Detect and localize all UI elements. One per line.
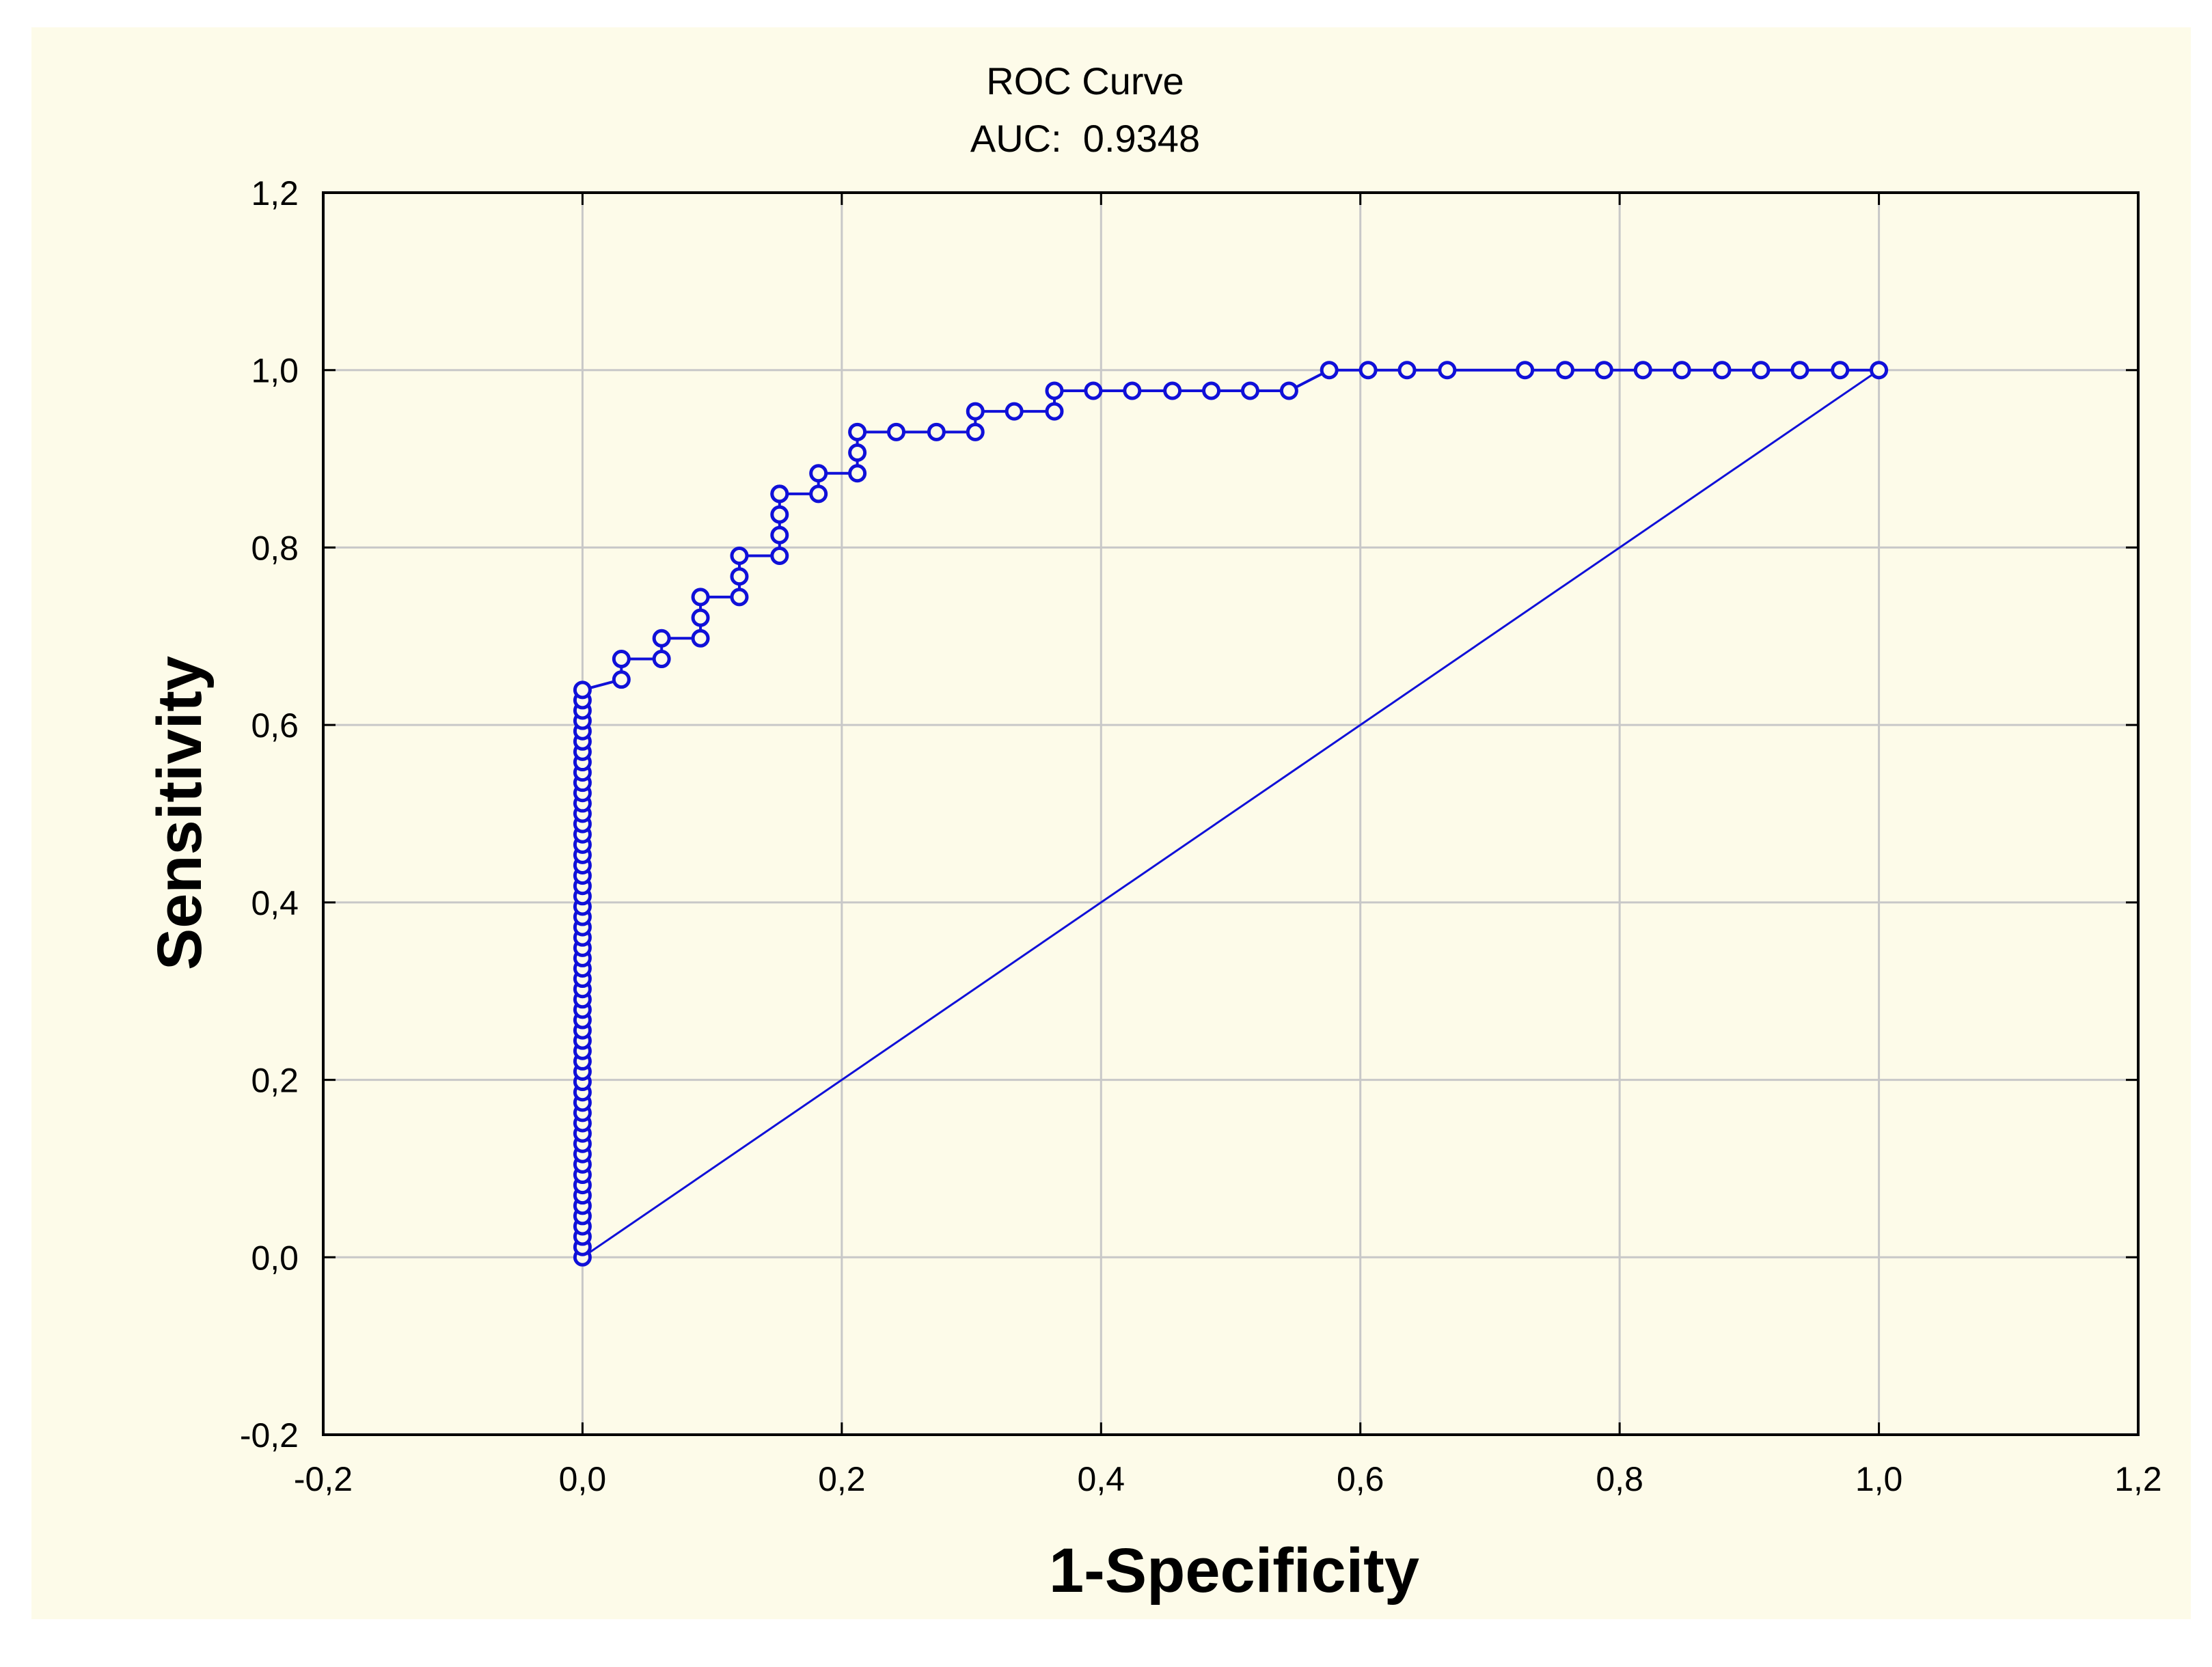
y-tick-label: 0,4	[251, 884, 299, 922]
roc-point	[652, 629, 671, 648]
roc-point	[1594, 361, 1613, 380]
chart-subtitle-auc: AUC: 0.9348	[970, 117, 1200, 160]
x-tick-label: 0,0	[559, 1460, 607, 1498]
x-tick-label: -0,2	[294, 1460, 353, 1498]
grid-layer	[323, 193, 2138, 1435]
roc-point	[848, 464, 867, 483]
roc-point	[1279, 381, 1298, 400]
y-axis-ticks: -0,2 0,0 0,2 0,4 0,6 0,8 1,0 1,2	[240, 174, 2138, 1455]
roc-point	[1240, 381, 1259, 400]
roc-point	[1045, 381, 1064, 400]
roc-point	[1870, 361, 1889, 380]
y-tick-label: 1,2	[251, 174, 299, 212]
roc-point	[691, 608, 710, 627]
roc-point	[730, 567, 749, 586]
roc-point	[691, 588, 710, 607]
roc-point	[1831, 361, 1850, 380]
roc-point	[573, 680, 592, 700]
roc-point	[1358, 361, 1378, 380]
x-tick-label: 0,2	[818, 1460, 866, 1498]
x-tick-label: 0,8	[1596, 1460, 1643, 1498]
roc-point	[1123, 381, 1142, 400]
roc-point	[612, 670, 631, 689]
chart-panel: -0,2 0,0 0,2 0,4 0,6 0,8 1,0 1,2 -0,2 0,0 0,2 0,4 0…	[31, 27, 2191, 1619]
y-tick-label: 0,2	[251, 1062, 299, 1100]
x-axis-ticks: -0,2 0,0 0,2 0,4 0,6 0,8 1,0 1,2	[294, 193, 2162, 1498]
roc-point	[1202, 381, 1221, 400]
x-tick-label: 1,2	[2114, 1460, 2162, 1498]
roc-point	[612, 650, 631, 669]
roc-point	[691, 629, 710, 648]
roc-point	[730, 547, 749, 566]
roc-point	[809, 464, 828, 483]
roc-point	[1516, 361, 1535, 380]
roc-point	[1790, 361, 1810, 380]
roc-point	[770, 505, 789, 524]
reference-diagonal-line	[582, 369, 1880, 1258]
roc-point	[1633, 361, 1652, 380]
roc-point	[887, 422, 906, 441]
roc-point	[1005, 402, 1024, 421]
x-axis-title: 1-Specificity	[1049, 1536, 1419, 1606]
roc-point	[927, 422, 946, 441]
roc-point	[1438, 361, 1457, 380]
roc-point	[966, 422, 985, 441]
y-tick-label: 1,0	[251, 352, 299, 390]
roc-point	[848, 422, 867, 441]
roc-point	[770, 547, 789, 566]
roc-point	[1084, 381, 1103, 400]
y-axis-title: Sensitivity	[145, 656, 215, 970]
chart-title: ROC Curve	[986, 59, 1184, 102]
roc-point	[1672, 361, 1691, 380]
roc-chart: -0,2 0,0 0,2 0,4 0,6 0,8 1,0 1,2 -0,2 0,0 0,2 0,4 0…	[145, 59, 2162, 1606]
plot-frame	[322, 191, 2140, 1436]
roc-point	[1320, 361, 1339, 380]
x-tick-label: 0,4	[1078, 1460, 1125, 1498]
roc-point	[770, 525, 789, 545]
roc-point	[1163, 381, 1182, 400]
y-tick-label: -0,2	[240, 1416, 299, 1455]
roc-point	[770, 484, 789, 504]
x-tick-label: 0,6	[1337, 1460, 1384, 1498]
roc-point	[848, 443, 867, 462]
roc-markers	[573, 361, 1889, 1267]
roc-point	[966, 402, 985, 421]
x-tick-label: 1,0	[1855, 1460, 1903, 1498]
roc-point	[1712, 361, 1732, 380]
roc-point	[1397, 361, 1417, 380]
roc-point	[652, 650, 671, 669]
roc-point	[809, 484, 828, 504]
y-tick-label: 0,8	[251, 529, 299, 567]
roc-point	[730, 588, 749, 607]
roc-point	[1555, 361, 1574, 380]
y-tick-label: 0,0	[251, 1239, 299, 1277]
roc-point	[1045, 402, 1064, 421]
y-tick-label: 0,6	[251, 706, 299, 745]
roc-point	[1751, 361, 1771, 380]
